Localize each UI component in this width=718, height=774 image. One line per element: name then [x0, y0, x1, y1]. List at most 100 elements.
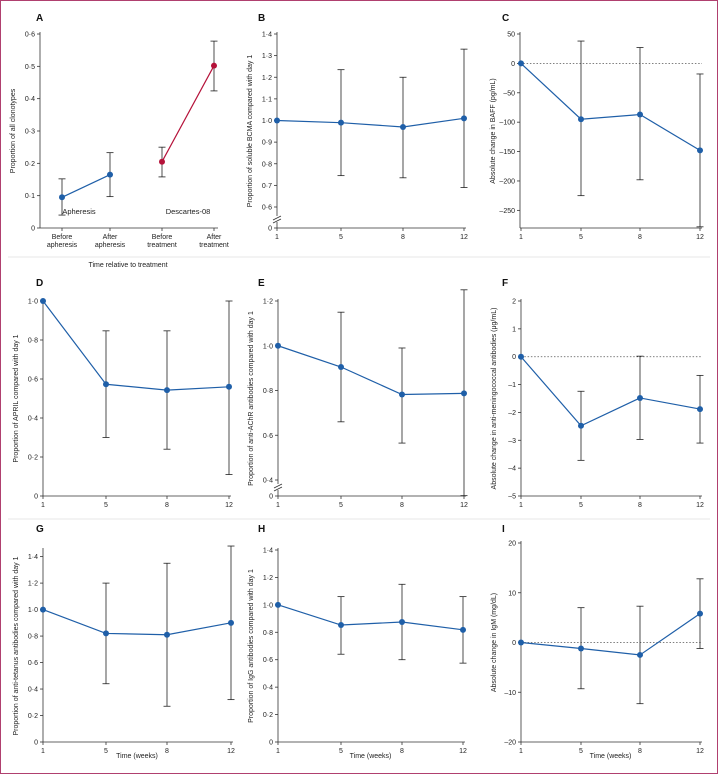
y-axis-title: Proportion of APRIL compared with day 1: [13, 334, 20, 462]
y-tick-label: –250: [499, 208, 515, 215]
data-point: [637, 111, 643, 118]
series-line: [520, 62, 701, 151]
y-tick-label: 0·5: [25, 64, 35, 71]
x-tick-label: 12: [459, 748, 467, 755]
y-tick-label: –1: [508, 382, 516, 389]
y-tick-label: 0·6: [263, 433, 273, 440]
x-tick-label: 1: [276, 748, 280, 755]
y-axis-title: Absolute change in IgM (mg/dL): [491, 593, 498, 692]
y-tick-label: 1·0: [28, 299, 38, 306]
y-tick-label: 0·6: [262, 205, 272, 212]
data-point: [164, 631, 170, 638]
x-tick-label: 1: [519, 234, 523, 241]
x-tick-label: 1: [519, 748, 523, 755]
x-tick-label: 5: [339, 502, 343, 509]
axis-break-mark: [272, 218, 282, 224]
y-tick-label: 1·0: [28, 607, 38, 614]
x-tick-label: 12: [225, 502, 233, 509]
x-tick-label: After: [103, 234, 118, 241]
x-tick-label: 12: [696, 748, 704, 755]
y-tick-label: 1·4: [263, 548, 273, 555]
data-point: [697, 147, 703, 154]
y-tick-label: 0·6: [28, 660, 38, 667]
y-tick-label: 0·4: [263, 685, 273, 692]
y-tick-label: –200: [499, 178, 515, 185]
data-point: [399, 391, 405, 398]
x-tick-label: 12: [696, 502, 704, 509]
x-axis-title: Time relative to treatment: [88, 262, 167, 269]
data-point: [518, 60, 524, 67]
panel-label: E: [258, 278, 265, 289]
panel-i: I20 10 0 –10 –201 5 8 12 Time (weeks) Absolute ch…: [491, 524, 704, 760]
x-tick-label: 12: [696, 234, 704, 241]
series-line: [277, 345, 465, 396]
y-tick-label: –3: [508, 438, 516, 445]
y-tick-label: 1·0: [263, 602, 273, 609]
y-axis-title: Proportion of soluble BCMA compared with…: [247, 55, 254, 208]
axis-break-gap: [273, 216, 281, 222]
panel-label: I: [502, 524, 505, 535]
y-tick-label: 0: [31, 226, 35, 233]
y-tick-label: 0: [511, 61, 515, 68]
series-line: [61, 174, 111, 198]
series-label-apheresis: Apheresis: [62, 207, 96, 216]
data-point: [103, 630, 109, 637]
x-tick-label: 8: [401, 234, 405, 241]
data-point: [274, 117, 280, 124]
y-axis-title: Proportion of IgG antibodies compared wi…: [248, 569, 255, 723]
x-tick-label: 8: [400, 748, 404, 755]
y-tick-label: 0·8: [263, 630, 273, 637]
y-axis-title: Absolute change in anti-meningococcal an…: [491, 308, 498, 490]
data-point: [338, 622, 344, 629]
axis-break-gap: [274, 484, 282, 490]
x-tick-label: 8: [638, 234, 642, 241]
y-tick-label: 0: [512, 354, 516, 361]
panel-label: B: [258, 13, 265, 24]
x-tick-label: 5: [579, 502, 583, 509]
x-tick-label: 8: [638, 748, 642, 755]
data-point: [399, 619, 405, 625]
y-tick-label: 1·1: [262, 96, 272, 103]
y-tick-label: 0·4: [28, 416, 38, 423]
panel-a: A00·10·20·30·40·50·6BeforeapheresisAfter…: [10, 13, 229, 269]
series-line: [42, 300, 230, 391]
axis-break-mark: [273, 486, 283, 492]
x-tick-label: treatment: [147, 242, 177, 249]
y-tick-label: 0·4: [28, 687, 38, 694]
data-point: [275, 342, 281, 349]
y-tick-label: 1·4: [262, 32, 272, 39]
x-tick-label: 5: [104, 748, 108, 755]
y-tick-label: 0·2: [28, 713, 38, 720]
y-tick-label: –20: [504, 740, 516, 747]
y-tick-label: 1·0: [262, 118, 272, 125]
data-point: [460, 626, 466, 633]
panel-h: H 0 0·2 0·4 0·6 0·8 1·0 1·2 1·4 1 5 8 12 Time (weeks)…: [248, 524, 467, 760]
x-tick-label: apheresis: [47, 242, 78, 249]
y-tick-label: 0: [268, 226, 272, 233]
data-point: [578, 645, 584, 652]
data-point: [40, 298, 46, 304]
y-tick-label: 0·4: [263, 478, 273, 485]
x-tick-label: 8: [165, 748, 169, 755]
x-tick-label: Before: [52, 234, 73, 241]
y-tick-label: –150: [499, 149, 515, 156]
data-point: [107, 171, 113, 178]
y-tick-label: 0·8: [262, 161, 272, 168]
x-tick-label: treatment: [199, 242, 229, 249]
x-tick-label: 5: [339, 748, 343, 755]
y-tick-label: 0·4: [25, 96, 35, 103]
y-tick-label: 1·2: [28, 581, 38, 588]
data-point: [159, 158, 165, 165]
y-tick-label: –5: [508, 494, 516, 501]
panel-label: F: [502, 278, 508, 289]
y-tick-label: 0·1: [25, 193, 35, 200]
y-tick-label: 0: [512, 640, 516, 647]
y-axis-title: Proportion of all clonotypes: [10, 88, 17, 173]
x-tick-label: After: [207, 234, 222, 241]
data-point: [697, 406, 703, 413]
y-tick-label: –2: [508, 410, 516, 417]
y-tick-label: 0: [269, 494, 273, 501]
x-tick-label: 1: [519, 502, 523, 509]
x-tick-label: 12: [460, 502, 468, 509]
